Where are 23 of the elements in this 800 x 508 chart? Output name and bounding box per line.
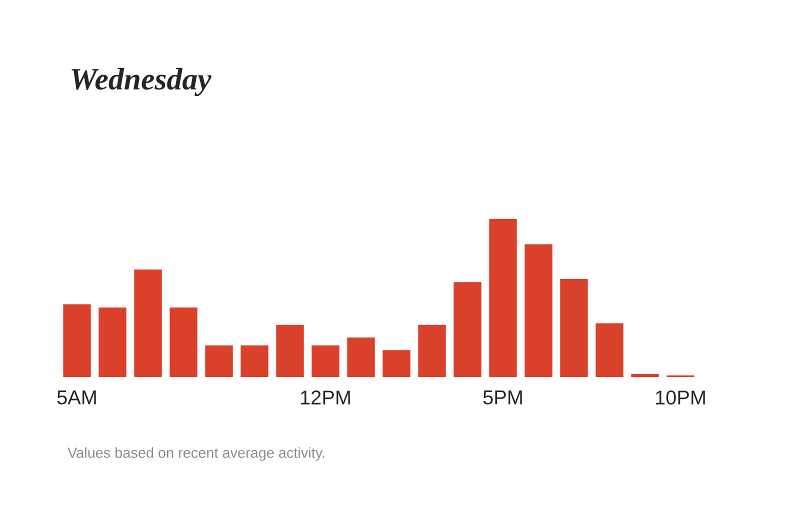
- bar: [170, 307, 198, 377]
- x-tick-label: 5PM: [483, 390, 522, 404]
- bar: [134, 270, 162, 377]
- x-tick-label: 12PM: [301, 390, 350, 404]
- bar: [240, 345, 268, 377]
- x-tick-label: 10PM: [656, 390, 705, 405]
- bar: [524, 244, 552, 377]
- bar: [489, 218, 517, 377]
- bar: [560, 279, 588, 377]
- bar: [98, 307, 126, 377]
- bar: [276, 324, 304, 377]
- bar: [631, 374, 659, 377]
- bar: [454, 282, 482, 377]
- bar: [312, 345, 340, 377]
- bar: [205, 345, 233, 377]
- bar: [596, 323, 624, 377]
- bar: [418, 324, 446, 377]
- bar: [382, 350, 410, 377]
- bar: [63, 304, 91, 377]
- x-tick-label: 5AM: [57, 390, 96, 404]
- bar: [347, 337, 375, 377]
- text: Values based on recent average activity.: [68, 447, 324, 461]
- chart-title: Wednesday: [72, 68, 212, 96]
